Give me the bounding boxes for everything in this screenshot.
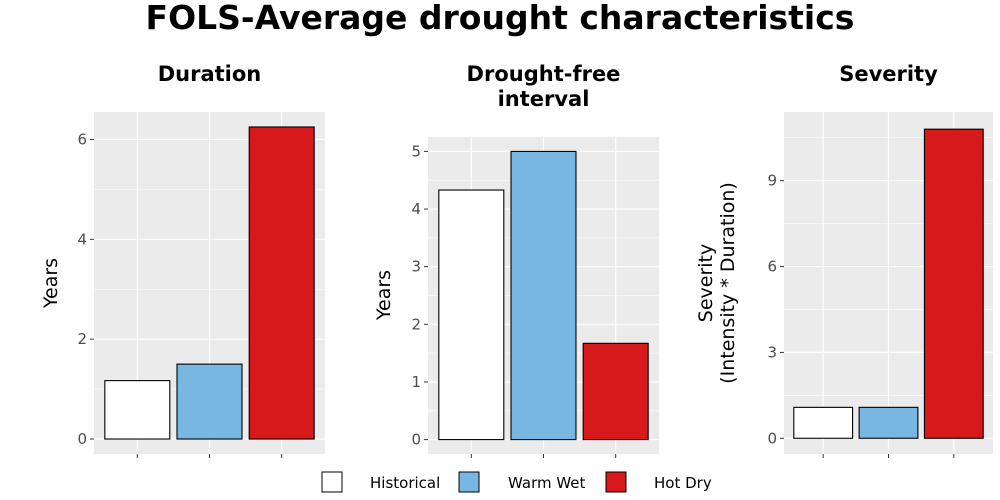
y-tick-label: 5	[411, 142, 421, 160]
chart-title: FOLS-Average drought characteristics	[146, 0, 855, 37]
legend-label-warm-wet: Warm Wet	[508, 474, 586, 492]
y-tick-label: 2	[77, 330, 87, 348]
y-tick-label: 1	[411, 373, 421, 391]
y-tick-label: 6	[77, 130, 87, 148]
y-tick-label: 4	[77, 230, 87, 248]
panel-title-line: Severity	[839, 62, 938, 86]
bar-hot-dry	[923, 128, 984, 439]
y-axis-title-line: Years	[373, 270, 395, 321]
y-tick-label: 2	[411, 315, 421, 333]
legend-swatch-historical	[321, 471, 343, 493]
panel-1: 0 2 4 6 Duration Years	[40, 62, 325, 458]
y-tick-label: 6	[767, 258, 777, 276]
y-axis-title-line: Years	[40, 258, 62, 309]
panel-title: Drought-free interval	[467, 62, 621, 111]
bar-hot-dry	[582, 342, 649, 441]
y-axis-title: Severity(Intensity * Duration)	[695, 182, 739, 384]
y-axis-title: Years	[40, 258, 62, 309]
panels: 0 2 4 6 Duration Years 0 1 2 3 4 5 Drought-free inter…	[40, 62, 993, 458]
bar-historical	[793, 406, 854, 439]
y-axis-title-line: Severity	[695, 244, 717, 322]
panel-title-line: Duration	[158, 62, 262, 86]
legend: Historical Warm Wet Hot Dry	[321, 471, 712, 493]
y-axis-title-line: (Intensity * Duration)	[717, 182, 739, 384]
panel-title-line: Drought-free	[467, 62, 621, 86]
y-tick-label: 3	[767, 343, 777, 361]
panel-2: 0 1 2 3 4 5 Drought-free interval Years	[373, 62, 659, 458]
panel-title-line: interval	[498, 87, 590, 111]
bar-warm-wet	[858, 406, 919, 439]
legend-label-historical: Historical	[370, 474, 440, 492]
panel-title: Duration	[158, 62, 262, 86]
bar-hot-dry	[248, 126, 315, 440]
bar-warm-wet	[510, 150, 577, 441]
bar-warm-wet	[176, 363, 243, 440]
y-tick-label: 0	[77, 430, 87, 448]
legend-label-hot-dry: Hot Dry	[654, 474, 712, 492]
legend-swatch-hot-dry	[605, 471, 627, 493]
y-tick-label: 3	[411, 258, 421, 276]
y-axis-title: Years	[373, 270, 395, 321]
y-tick-label: 0	[767, 429, 777, 447]
y-tick-label: 4	[411, 200, 421, 218]
legend-swatch-warm-wet	[458, 471, 480, 493]
bar-historical	[104, 380, 171, 440]
y-tick-label: 9	[767, 172, 777, 190]
panel-title: Severity	[839, 62, 938, 86]
y-tick-label: 0	[411, 431, 421, 449]
bar-historical	[438, 189, 505, 441]
